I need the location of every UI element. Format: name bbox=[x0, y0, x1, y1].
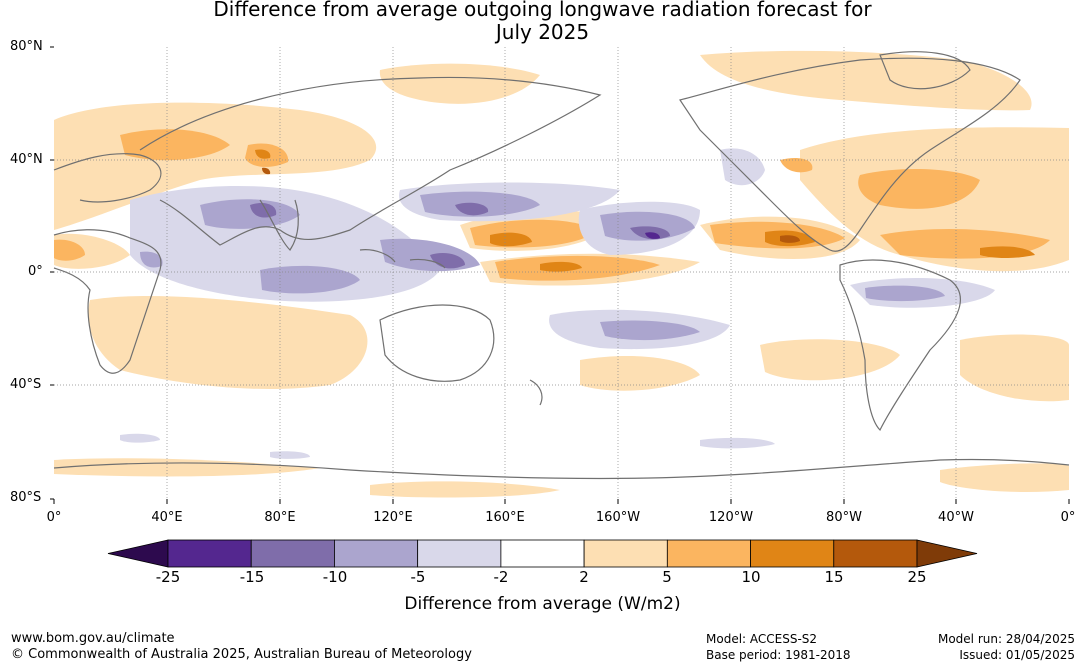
colorbar-tick-label: 25 bbox=[907, 568, 927, 586]
footer-model: Model: ACCESS-S2 bbox=[706, 632, 818, 646]
lon-label-0-east: 0° bbox=[1060, 510, 1076, 525]
footer-issued: Issued: 01/05/2025 bbox=[959, 648, 1075, 662]
negative-anomaly-very-strong bbox=[645, 232, 660, 239]
footer-url: www.bom.gov.au/climate bbox=[11, 631, 175, 646]
axis-ticks bbox=[50, 46, 1070, 504]
lon-label-120w: 120°W bbox=[708, 510, 754, 525]
lat-label-40s: 40°S bbox=[10, 377, 42, 392]
colorbar-segment bbox=[750, 539, 835, 568]
coastlines bbox=[53, 51, 1070, 480]
colorbar-tick-label: -2 bbox=[493, 568, 509, 586]
colorbar-arrow-low bbox=[107, 539, 169, 568]
colorbar-tick-label: -15 bbox=[239, 568, 265, 586]
colorbar-segment bbox=[167, 539, 252, 568]
map-gridlines bbox=[54, 47, 1069, 499]
colorbar-segment bbox=[417, 539, 502, 568]
positive-anomaly-very-strong bbox=[262, 167, 800, 243]
colorbar-tick-label: -25 bbox=[155, 568, 181, 586]
lon-label-160e: 160°E bbox=[485, 510, 525, 525]
footer-model-run: Model run: 28/04/2025 bbox=[937, 632, 1075, 646]
colorbar-label: Difference from average (W/m2) bbox=[404, 594, 681, 614]
colorbar-tick-label: 10 bbox=[741, 568, 761, 586]
colorbar-arrow-high bbox=[916, 539, 978, 568]
colorbar bbox=[107, 539, 978, 568]
footer-base-period: Base period: 1981-2018 bbox=[706, 648, 851, 662]
lon-label-40w: 40°W bbox=[938, 510, 974, 525]
colorbar-tick-label: -5 bbox=[410, 568, 426, 586]
map-title-line1: Difference from average outgoing longwav… bbox=[213, 0, 872, 21]
colorbar-segment bbox=[583, 539, 668, 568]
colorbar-tick-label: -10 bbox=[322, 568, 348, 586]
footer-copyright: © Commonwealth of Australia 2025, Austra… bbox=[11, 647, 472, 662]
colorbar-tick-label: 5 bbox=[662, 568, 672, 586]
colorbar-tick-label: 2 bbox=[579, 568, 589, 586]
lon-label-80e: 80°E bbox=[264, 510, 296, 525]
lon-label-160w: 160°W bbox=[595, 510, 641, 525]
lon-label-40e: 40°E bbox=[151, 510, 183, 525]
lon-label-0: 0° bbox=[46, 510, 62, 525]
lat-label-80n: 80°N bbox=[10, 39, 43, 54]
colorbar-segment bbox=[500, 539, 585, 568]
colorbar-segment bbox=[666, 539, 751, 568]
colorbar-segment bbox=[334, 539, 419, 568]
colorbar-tick-label: 15 bbox=[824, 568, 844, 586]
lon-label-80w: 80°W bbox=[826, 510, 862, 525]
lat-label-40n: 40°N bbox=[10, 152, 43, 167]
lat-label-80s: 80°S bbox=[10, 490, 42, 505]
lon-label-120e: 120°E bbox=[373, 510, 413, 525]
map-title-line2: July 2025 bbox=[495, 20, 590, 44]
colorbar-segment bbox=[833, 539, 918, 568]
lat-label-0: 0° bbox=[28, 264, 43, 279]
colorbar-segment bbox=[250, 539, 335, 568]
